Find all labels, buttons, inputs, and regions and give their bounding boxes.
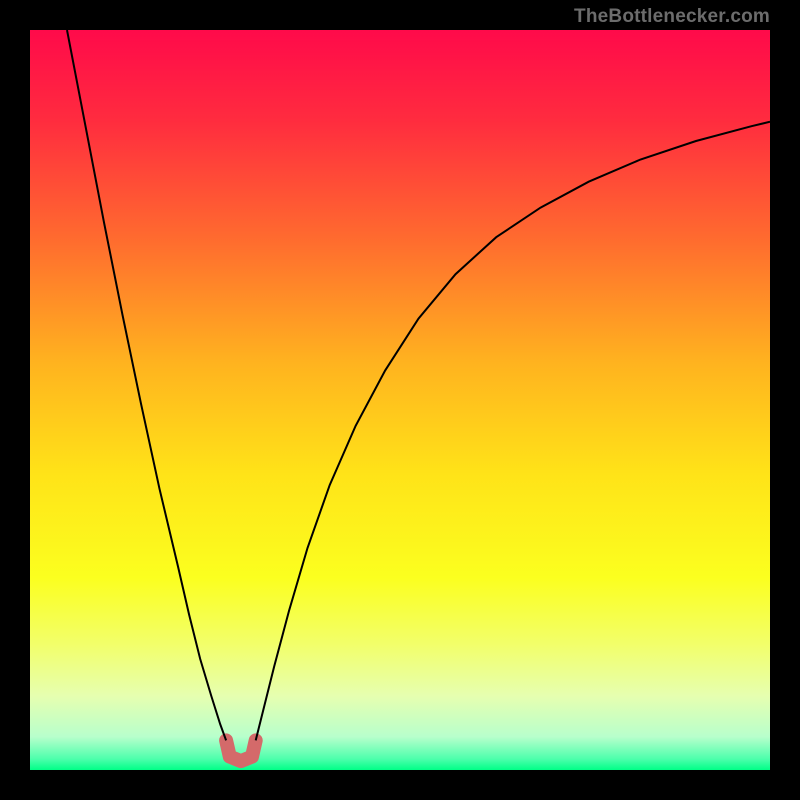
plot-area [30, 30, 770, 770]
chart-frame: TheBottlenecker.com [0, 0, 800, 800]
curve-left [67, 30, 226, 740]
curves-layer [30, 30, 770, 770]
dip-marker [226, 740, 256, 761]
curve-right [256, 122, 770, 741]
watermark-text: TheBottlenecker.com [574, 6, 770, 28]
